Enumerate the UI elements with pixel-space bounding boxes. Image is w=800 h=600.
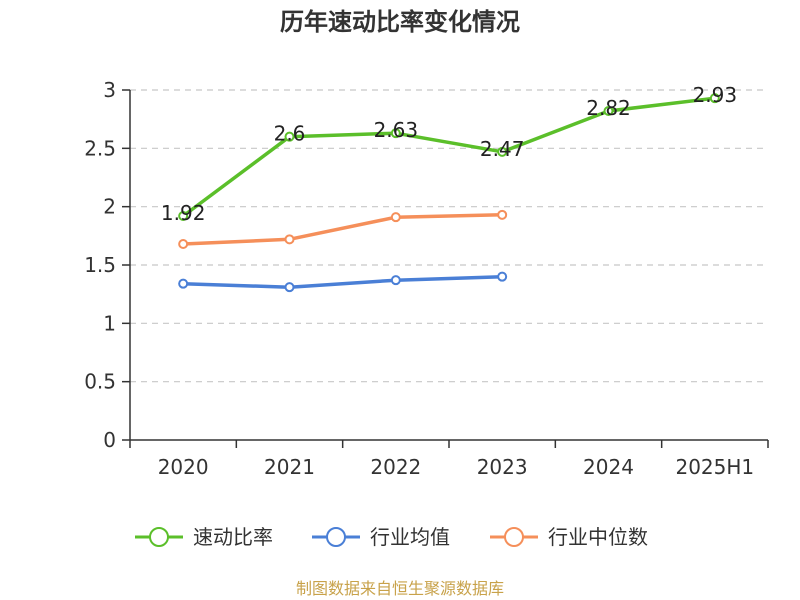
series-行业中位数 (178, 209, 508, 249)
legend[interactable]: 速动比率 行业均值 行业中位数 (135, 525, 648, 549)
axes: 0 0.5 1 1.5 2 2.5 3 2020 2021 2022 2023 2024 2025H1 (84, 78, 769, 479)
legend-item[interactable]: 行业均值 (312, 525, 450, 549)
legend-label: 行业中位数 (548, 525, 648, 549)
source-note: 制图数据来自恒生聚源数据库 (296, 579, 504, 598)
series-line (182, 96, 716, 218)
data-point[interactable] (497, 209, 508, 220)
data-label: 2.93 (693, 83, 738, 107)
series-line (183, 213, 503, 246)
data-label: 2.47 (480, 137, 525, 161)
data-label: 1.92 (161, 201, 206, 225)
data-point[interactable] (284, 131, 295, 142)
legend-item[interactable]: 速动比率 (135, 525, 273, 549)
y-tick-label: 3 (103, 78, 116, 102)
series-速动比率: 1.92 2.6 2.63 2.47 2.82 2.93 (161, 83, 737, 225)
x-tick-label: 2022 (370, 455, 421, 479)
data-label: 2.6 (274, 122, 306, 146)
legend-item[interactable]: 行业中位数 (490, 525, 648, 549)
data-point[interactable] (497, 146, 508, 157)
data-point[interactable] (709, 93, 720, 104)
series-line (183, 274, 503, 289)
legend-label: 速动比率 (193, 525, 273, 549)
data-point[interactable] (284, 234, 295, 245)
x-tick-label: 2024 (583, 455, 634, 479)
data-point[interactable] (390, 212, 401, 223)
data-point[interactable] (284, 282, 295, 293)
legend-swatch-marker (149, 527, 169, 547)
x-tick-label: 2023 (477, 455, 528, 479)
x-tick-label: 2025H1 (675, 455, 754, 479)
legend-swatch-marker (326, 527, 346, 547)
series-行业均值 (178, 271, 508, 293)
y-tick-label: 2.5 (84, 136, 116, 160)
y-tick-label: 2 (103, 195, 116, 219)
chart-title: 历年速动比率变化情况 (280, 8, 520, 36)
legend-label: 行业均值 (370, 525, 450, 549)
legend-swatch-marker (504, 527, 524, 547)
y-tick-label: 1.5 (84, 253, 116, 277)
series-layer: 1.92 2.6 2.63 2.47 2.82 2.93 (161, 83, 737, 293)
data-point[interactable] (390, 128, 401, 139)
data-point[interactable] (178, 278, 189, 289)
data-point[interactable] (178, 211, 189, 221)
y-tick-label: 0 (103, 428, 116, 452)
data-label: 2.63 (374, 118, 419, 142)
y-tick-label: 1 (103, 311, 116, 335)
data-label: 2.82 (586, 96, 631, 120)
data-point[interactable] (390, 275, 401, 286)
data-point[interactable] (497, 271, 508, 282)
data-point[interactable] (603, 106, 614, 116)
y-tick-label: 0.5 (84, 370, 116, 394)
x-tick-label: 2021 (264, 455, 315, 479)
gridlines (130, 89, 768, 383)
x-tick-label: 2020 (158, 455, 209, 479)
data-point[interactable] (178, 239, 189, 249)
